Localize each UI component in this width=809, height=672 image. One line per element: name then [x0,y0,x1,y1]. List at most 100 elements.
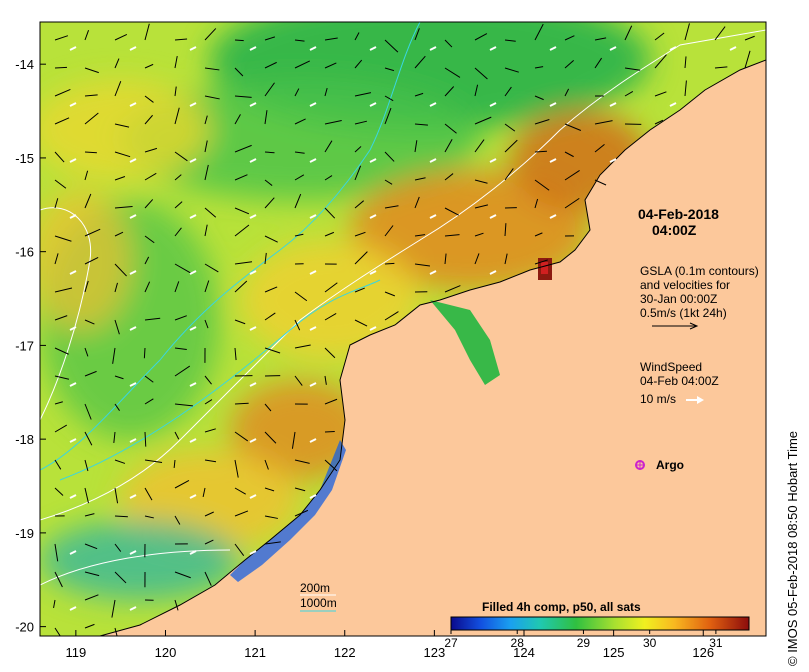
current-vector [234,459,239,478]
current-vector [54,179,67,189]
current-vector [324,37,338,41]
current-vector [684,56,687,69]
current-vector [324,313,337,321]
longitude-axis: 119 120 121 122 123 124 125 126 [65,630,714,660]
current-vector [174,38,188,41]
current-vector [84,228,101,237]
current-vector [594,37,607,41]
current-vector [234,224,250,237]
current-vector [204,28,217,41]
current-vector [474,33,488,41]
current-vector [444,253,447,265]
current-vector [204,375,212,385]
current-vector [174,281,180,293]
current-vector [174,599,179,611]
wind-vector [429,158,437,163]
colorbar-title: Filled 4h comp, p50, all sats [482,600,641,614]
wind-vector [249,326,257,331]
colorbar-tick-label: 30 [643,636,657,650]
current-vector [174,347,187,350]
current-vector [54,347,69,355]
current-vector [744,50,751,69]
current-vector [204,571,212,586]
wind-vector [69,214,77,219]
wind-vector [489,46,497,51]
current-vector [294,509,309,517]
current-vector [264,36,276,41]
current-vector [144,515,154,519]
current-vector [204,164,209,181]
current-vector [114,80,122,97]
wind-vector [309,102,317,107]
current-vector [174,55,178,69]
wind-vector [249,102,257,107]
current-vector [54,151,65,163]
current-vector [474,253,480,265]
current-vector [174,151,188,162]
current-vector [384,262,395,265]
current-vector [114,263,127,277]
current-vector [474,204,489,209]
wind-vector [69,326,77,331]
bathy-contour-200m [40,29,766,521]
current-vector [564,88,570,97]
current-vector [444,139,453,153]
lon-tick-label: 125 [603,645,625,660]
current-vector [384,311,399,321]
wind-vector [129,382,137,387]
current-vector [414,263,431,267]
bathy-contour-200m-3 [40,207,92,421]
current-vector [54,235,72,242]
wind-vector [249,382,257,387]
wind-vector [69,270,77,275]
current-vector [54,543,59,562]
wind-vector [189,494,197,499]
wind-vector [189,382,197,387]
current-vector [114,58,120,69]
current-vector [354,165,362,181]
wind-vector [129,550,137,555]
current-vector [444,173,454,181]
current-vector [114,176,126,181]
current-vector [84,193,92,209]
current-vector [354,59,363,69]
current-vector [143,347,146,359]
current-vector [354,92,372,97]
current-vector [564,151,574,158]
wind-vector [309,326,317,331]
wind-vector [189,270,197,275]
wind-vector [309,382,317,387]
current-vector [234,510,249,517]
current-vector [234,347,237,361]
lon-tick-label: 122 [334,645,356,660]
current-vector [534,95,544,101]
colorbar-ticks: 27 28 29 30 31 [444,630,723,650]
current-vector [234,144,252,153]
current-vector [474,116,492,125]
current-vector [114,151,131,158]
current-vector [84,513,95,517]
current-vector [84,280,89,293]
current-vector [174,174,182,181]
current-vector [114,375,124,380]
current-vector [204,459,217,463]
current-vector [504,253,508,265]
current-vector [534,232,543,237]
wind-vector [669,102,677,107]
current-vector [114,123,130,128]
wind-vector [429,270,437,275]
wind-vector [369,326,377,331]
current-vector [414,92,424,97]
current-vector [594,120,613,125]
current-vector [84,347,89,357]
wind-vector [189,438,197,443]
current-vector [174,431,180,440]
wind-vector [69,46,77,51]
current-vector [474,139,485,153]
current-vector [504,223,507,237]
current-vector [444,67,461,78]
wind-vector [249,214,257,219]
current-vector [264,286,278,293]
current-vector [384,107,392,125]
current-vector [474,179,488,184]
